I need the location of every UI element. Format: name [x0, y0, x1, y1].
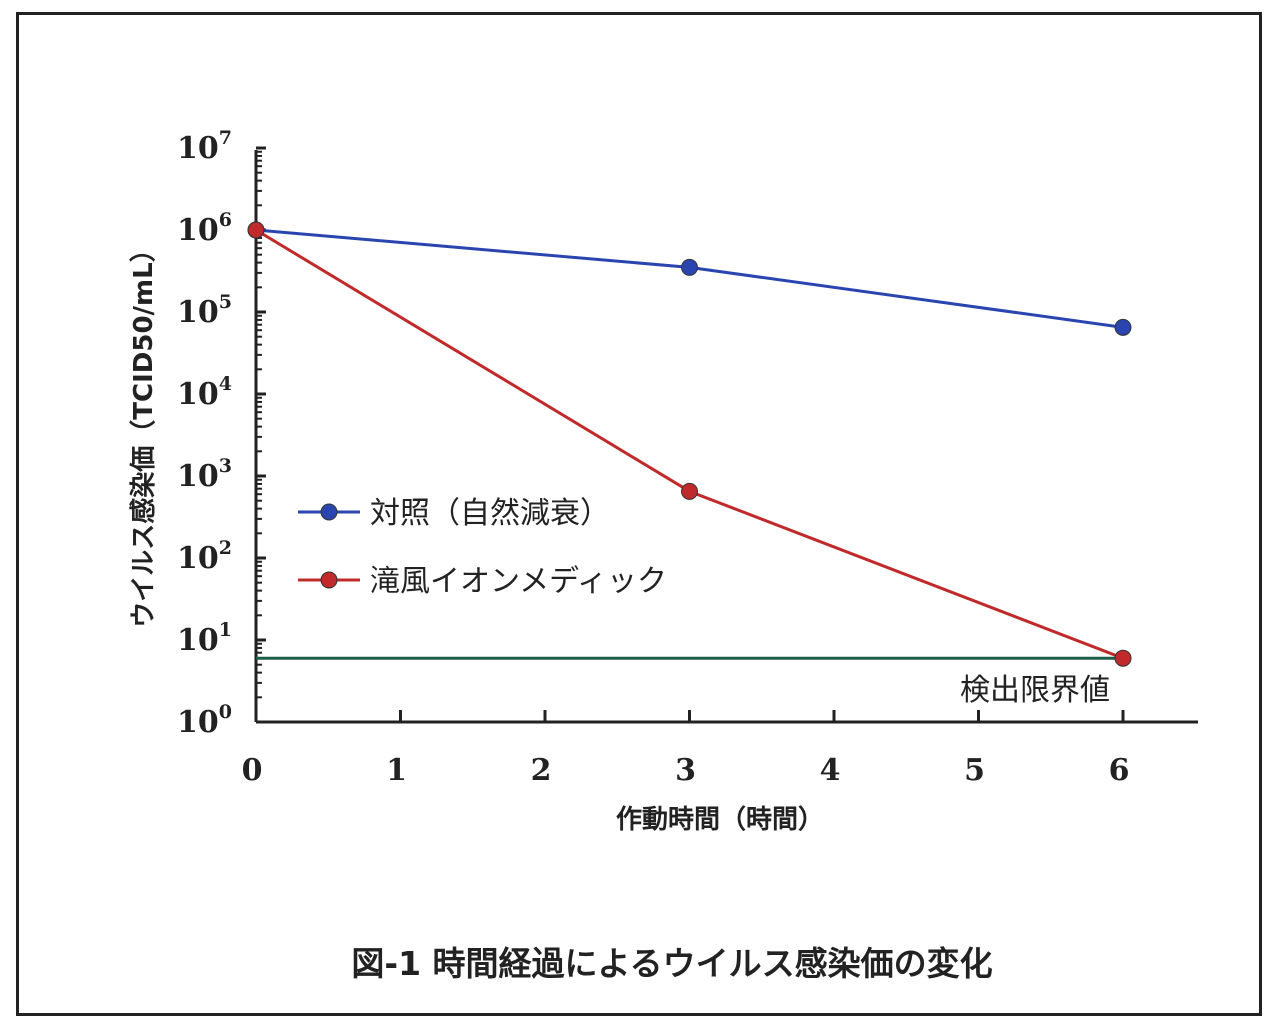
x-tick-label: 6	[1109, 753, 1130, 788]
legend-marker-0	[320, 503, 338, 521]
x-tick-label: 1	[386, 753, 407, 788]
y-tick-label: 102	[177, 537, 232, 576]
legend-label-0: 対照（自然減衰）	[370, 496, 610, 531]
data-point	[681, 482, 698, 500]
series-lines	[247, 221, 1132, 667]
x-tick-label: 4	[820, 753, 841, 788]
y-tick-labels: 100 101 102 103 104 105 106 107	[177, 127, 232, 740]
y-tick-label: 104	[177, 373, 232, 412]
y-tick-label: 103	[177, 455, 232, 494]
y-tick-label: 106	[177, 209, 232, 248]
y-tick-label: 107	[177, 127, 232, 166]
x-axis-title: 作動時間（時間）	[616, 805, 824, 835]
data-point	[1114, 318, 1132, 336]
chart-axes	[254, 146, 1198, 724]
x-tick-label: 3	[675, 753, 696, 788]
x-tick-label: 2	[531, 753, 552, 788]
data-point	[681, 258, 698, 276]
x-tick-label: 5	[964, 753, 985, 788]
y-axis-title: ウイルス感染価（TCID50/mL）	[129, 236, 159, 627]
data-point	[247, 221, 265, 239]
legend-marker-1	[320, 571, 338, 589]
x-tick-label: 0	[242, 753, 263, 788]
detection-limit: 検出限界値	[256, 656, 1123, 708]
data-point	[1114, 649, 1132, 667]
series-line-0	[255, 228, 1124, 329]
y-tick-label: 105	[177, 291, 232, 330]
detection-limit-label: 検出限界値	[960, 673, 1110, 708]
legend: 対照（自然減衰） 滝風イオンメディック	[298, 496, 667, 599]
y-tick-label: 101	[177, 619, 232, 658]
figure-caption: 図-1 時間経過によるウイルス感染価の変化	[351, 944, 992, 983]
x-tick-labels: 0 1 2 3 4 5 6	[242, 753, 1130, 788]
y-tick-label: 100	[177, 701, 232, 740]
legend-label-1: 滝風イオンメディック	[370, 564, 667, 599]
figure-frame	[16, 12, 1262, 1016]
